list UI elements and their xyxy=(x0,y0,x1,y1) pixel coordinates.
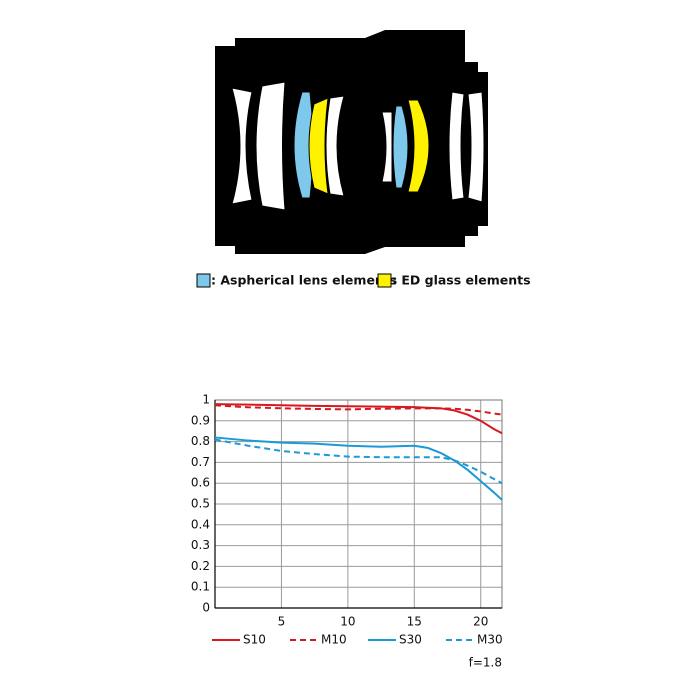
legend-label: S10 xyxy=(243,633,266,647)
lens-diagram xyxy=(215,30,488,254)
series-line xyxy=(214,403,503,435)
legend-label: : ED glass elements xyxy=(392,273,531,288)
lens-element xyxy=(407,99,430,193)
lens-element xyxy=(467,91,485,203)
series-line xyxy=(214,438,503,485)
y-tick-label: 0.1 xyxy=(191,580,210,594)
legend-label: M10 xyxy=(321,633,347,647)
legend-label: : Aspherical lens elements xyxy=(211,273,397,288)
lens-element xyxy=(255,81,286,211)
lens-element xyxy=(381,111,393,183)
y-tick-label: 0.9 xyxy=(191,413,210,427)
lens-element xyxy=(448,91,465,201)
annotation: f=1.8 xyxy=(469,656,502,670)
y-tick-label: 0.7 xyxy=(191,455,210,469)
diagram-legend: : Aspherical lens elements: ED glass ele… xyxy=(196,273,531,288)
lens-element xyxy=(325,95,345,197)
y-tick-label: 0.2 xyxy=(191,559,210,573)
lens-element xyxy=(392,105,409,189)
y-tick-label: 0.8 xyxy=(191,434,210,448)
x-tick-label: 20 xyxy=(473,615,488,629)
y-tick-label: 1 xyxy=(202,393,210,407)
legend-label: S30 xyxy=(399,633,422,647)
y-tick-label: 0.4 xyxy=(191,517,210,531)
series-line xyxy=(214,404,503,416)
legend-label: M30 xyxy=(477,633,503,647)
legend-swatch xyxy=(377,273,392,288)
y-tick-label: 0 xyxy=(202,601,210,615)
lens-element xyxy=(308,97,329,195)
y-tick-label: 0.6 xyxy=(191,476,210,490)
series-line xyxy=(214,436,503,501)
x-tick-label: 15 xyxy=(407,615,422,629)
y-tick-label: 0.3 xyxy=(191,538,210,552)
x-tick-label: 5 xyxy=(278,615,286,629)
x-tick-label: 10 xyxy=(340,615,355,629)
y-tick-label: 0.5 xyxy=(191,497,210,511)
legend-swatch xyxy=(196,273,211,288)
lens-element xyxy=(231,87,253,205)
